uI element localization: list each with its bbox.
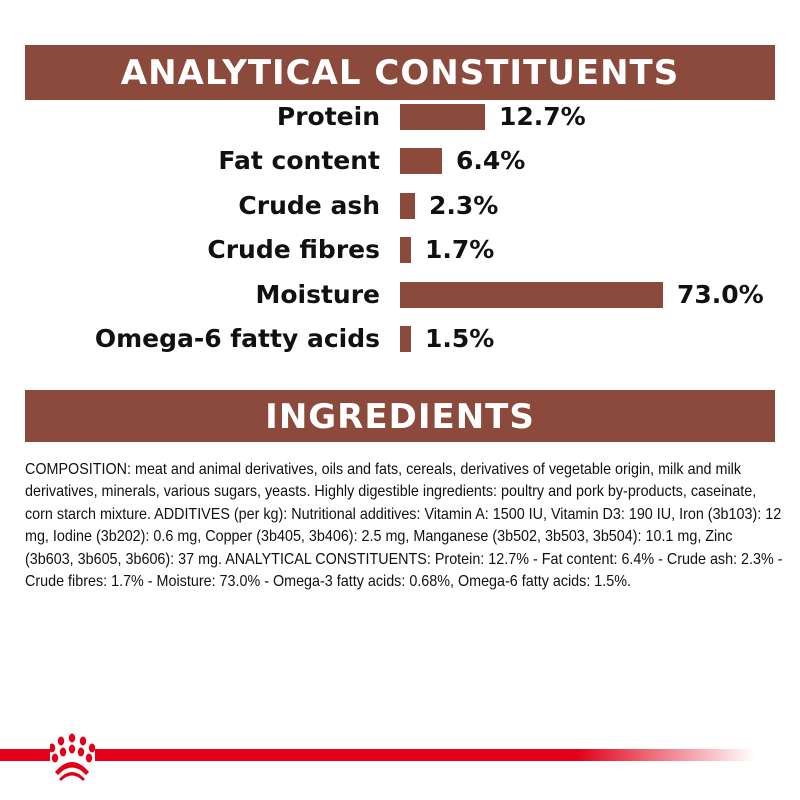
ingredients-header: INGREDIENTS	[25, 390, 775, 442]
footer-red-line-left	[0, 749, 50, 761]
bar	[400, 282, 663, 308]
category-label: Crude fibres	[207, 235, 380, 264]
data-label: 73.0%	[677, 280, 764, 309]
chart-row: Omega-6 fatty acids 1.5%	[0, 319, 800, 359]
chart-row: Crude ash 2.3%	[0, 186, 800, 226]
data-label: 1.7%	[425, 235, 495, 264]
bar	[400, 193, 415, 219]
royal-canin-crown-logo	[50, 733, 95, 781]
data-label: 2.3%	[429, 191, 499, 220]
bar	[400, 326, 411, 352]
bar	[400, 148, 442, 174]
chart-row: Crude fibres 1.7%	[0, 230, 800, 270]
category-label: Protein	[276, 102, 380, 131]
chart-row: Protein 12.7%	[0, 97, 800, 137]
category-label: Crude ash	[238, 191, 380, 220]
bar	[400, 237, 411, 263]
category-label: Fat content	[218, 146, 380, 175]
data-label: 12.7%	[499, 102, 586, 131]
analytical-constituents-header: ANALYTICAL CONSTITUENTS	[25, 45, 775, 100]
category-label: Moisture	[255, 280, 380, 309]
data-label: 6.4%	[456, 146, 526, 175]
chart-row: Fat content 6.4%	[0, 141, 800, 181]
footer-red-line-right	[95, 749, 755, 761]
chart-row: Moisture 73.0%	[0, 275, 800, 315]
category-label: Omega-6 fatty acids	[94, 324, 380, 353]
composition-text: COMPOSITION: meat and animal derivatives…	[25, 461, 783, 591]
bar	[400, 104, 485, 130]
data-label: 1.5%	[425, 324, 495, 353]
